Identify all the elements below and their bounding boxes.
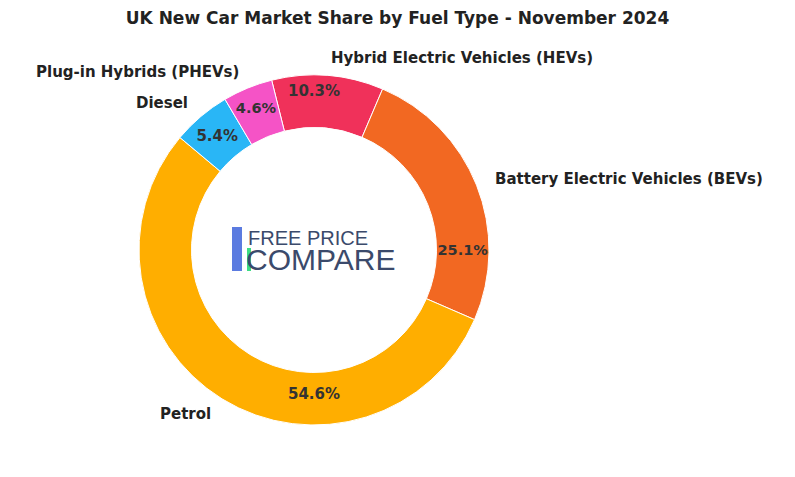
svg-text:10.3%: 10.3% [288, 82, 340, 100]
svg-text:Plug-in Hybrids (PHEVs): Plug-in Hybrids (PHEVs) [36, 63, 239, 81]
svg-text:Petrol: Petrol [160, 405, 211, 423]
svg-text:Battery Electric Vehicles (BEV: Battery Electric Vehicles (BEVs) [495, 170, 763, 188]
svg-text:4.6%: 4.6% [236, 99, 277, 116]
svg-text:Diesel: Diesel [136, 94, 188, 112]
svg-text:UK New Car Market Share by Fue: UK New Car Market Share by Fuel Type - N… [126, 8, 670, 28]
svg-text:54.6%: 54.6% [288, 385, 340, 403]
svg-text:FREE PRICE: FREE PRICE [248, 227, 368, 249]
svg-text:COMPARE: COMPARE [246, 243, 395, 276]
svg-text:25.1%: 25.1% [437, 242, 488, 258]
svg-text:Hybrid Electric Vehicles (HEVs: Hybrid Electric Vehicles (HEVs) [331, 49, 593, 67]
svg-text:5.4%: 5.4% [196, 127, 238, 145]
